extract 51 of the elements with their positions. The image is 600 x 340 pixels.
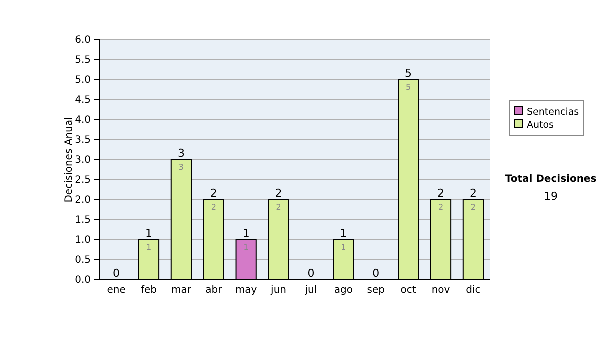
data-label: 3 — [178, 163, 184, 172]
y-tick-label: 2.5 — [75, 175, 91, 186]
data-label: 1 — [146, 243, 152, 252]
x-tick-label: jul — [304, 285, 318, 296]
x-tick-label: dic — [466, 285, 481, 296]
y-tick-label: 3.0 — [75, 155, 91, 166]
y-tick-label: 2.0 — [75, 195, 91, 206]
total-label: 2 — [438, 187, 445, 200]
y-axis-title: Decisiones Anual — [64, 117, 75, 203]
y-tick-label: 4.0 — [75, 115, 91, 126]
data-label: 5 — [406, 83, 412, 92]
total-label: 5 — [405, 67, 412, 80]
total-label: 1 — [145, 227, 152, 240]
data-label: 1 — [341, 243, 346, 252]
x-tick-label: sep — [367, 285, 385, 296]
y-tick-label: 5.5 — [75, 55, 91, 66]
legend-label: Sentencias — [527, 107, 580, 118]
x-tick-label: nov — [432, 285, 450, 296]
total-label: 0 — [372, 267, 380, 280]
text: Total Decisiones — [505, 174, 597, 185]
y-tick-label: 1.5 — [75, 215, 91, 226]
x-tick-label: mar — [171, 285, 192, 296]
x-tick-label: abr — [206, 285, 224, 296]
total-label: 2 — [210, 187, 218, 200]
total-label: 1 — [242, 227, 250, 240]
total-label: 0 — [308, 267, 315, 280]
x-tick-label: ago — [334, 285, 353, 296]
y-tick-label: 3.5 — [75, 135, 91, 146]
x-tick-label: ene — [107, 285, 126, 296]
y-tick-label: 4.5 — [75, 95, 91, 106]
y-tick-label: 0.5 — [75, 255, 91, 266]
data-label: 2 — [276, 203, 282, 212]
y-tick-label: 0.0 — [75, 275, 91, 286]
total-label: 1 — [340, 227, 348, 240]
data-label: 1 — [244, 243, 249, 252]
y-tick-label: 1.0 — [75, 235, 91, 246]
data-label: 2 — [470, 203, 476, 212]
y-tick-label: 5.0 — [75, 75, 91, 86]
data-label: 2 — [438, 203, 444, 212]
total-label: 2 — [275, 187, 282, 200]
total-label: 2 — [470, 187, 477, 200]
y-tick-label: 6.0 — [75, 35, 91, 46]
text: 19 — [544, 190, 558, 203]
total-label: 0 — [113, 267, 120, 280]
legend-label: Autos — [527, 120, 554, 131]
x-tick-label: may — [235, 285, 258, 296]
x-tick-label: oct — [400, 285, 416, 296]
total-label: 3 — [178, 147, 185, 160]
data-label: 2 — [211, 203, 216, 212]
x-tick-label: jun — [270, 285, 287, 296]
x-tick-label: feb — [140, 285, 158, 296]
